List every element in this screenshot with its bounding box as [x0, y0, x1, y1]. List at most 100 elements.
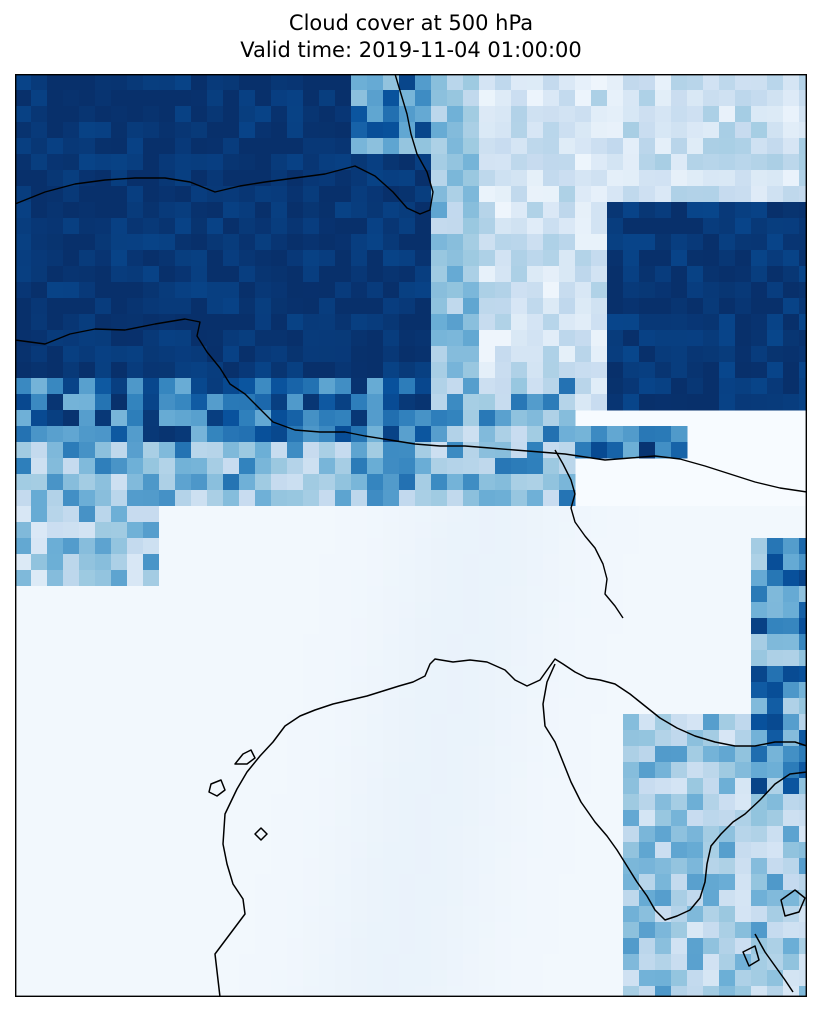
cloud-cell: [255, 282, 272, 299]
cloud-cell: [767, 618, 784, 635]
cloud-cell: [111, 682, 128, 699]
cloud-cell: [303, 746, 320, 763]
cloud-cell: [591, 266, 608, 283]
cloud-cell: [463, 186, 480, 203]
cloud-cell: [175, 602, 192, 619]
cloud-cell: [591, 426, 608, 443]
cloud-cell: [255, 938, 272, 955]
cloud-cell: [15, 842, 32, 859]
cloud-cell: [351, 954, 368, 971]
cloud-cell: [543, 906, 560, 923]
cloud-cell: [335, 106, 352, 123]
cloud-cell: [95, 554, 112, 571]
cloud-cell: [255, 858, 272, 875]
cloud-cell: [271, 362, 288, 379]
cloud-cell: [319, 906, 336, 923]
cloud-cell: [127, 650, 144, 667]
cloud-cell: [159, 474, 176, 491]
cloud-cell: [735, 106, 752, 123]
cloud-cell: [47, 250, 64, 267]
cloud-cell: [559, 602, 576, 619]
cloud-cell: [639, 506, 656, 523]
cloud-cell: [143, 266, 160, 283]
cloud-cell: [191, 778, 208, 795]
cloud-cell: [255, 186, 272, 203]
cloud-cell: [383, 650, 400, 667]
cloud-cell: [639, 570, 656, 587]
cloud-cell: [271, 586, 288, 603]
cloud-cell: [319, 826, 336, 843]
cloud-cell: [207, 730, 224, 747]
cloud-cell: [559, 618, 576, 635]
cloud-cell: [175, 426, 192, 443]
cloud-cell: [415, 186, 432, 203]
cloud-cell: [255, 410, 272, 427]
cloud-cell: [111, 922, 128, 939]
cloud-cell: [207, 266, 224, 283]
cloud-cell: [799, 730, 807, 747]
cloud-cell: [607, 170, 624, 187]
cloud-cell: [623, 986, 640, 997]
cloud-cell: [79, 218, 96, 235]
cloud-cell: [639, 378, 656, 395]
cloud-cell: [399, 602, 416, 619]
cloud-cell: [559, 234, 576, 251]
cloud-cell: [143, 426, 160, 443]
cloud-cell: [671, 346, 688, 363]
cloud-cell: [511, 410, 528, 427]
cloud-cell: [671, 266, 688, 283]
cloud-cell: [383, 778, 400, 795]
cloud-cell: [543, 922, 560, 939]
cloud-cell: [783, 794, 800, 811]
cloud-cell: [479, 986, 496, 997]
cloud-cell: [351, 826, 368, 843]
cloud-cell: [175, 570, 192, 587]
cloud-cell: [223, 938, 240, 955]
cloud-cell: [111, 986, 128, 997]
cloud-cell: [543, 522, 560, 539]
cloud-cell: [367, 922, 384, 939]
cloud-cell: [543, 410, 560, 427]
cloud-cell: [687, 970, 704, 987]
cloud-cell: [527, 122, 544, 139]
cloud-cell: [655, 762, 672, 779]
cloud-cell: [511, 474, 528, 491]
cloud-cell: [207, 554, 224, 571]
cloud-cell: [95, 906, 112, 923]
cloud-cell: [383, 554, 400, 571]
cloud-cell: [15, 378, 32, 395]
cloud-cell: [31, 938, 48, 955]
cloud-cell: [735, 698, 752, 715]
cloud-cell: [399, 842, 416, 859]
cloud-cell: [415, 394, 432, 411]
cloud-cell: [415, 314, 432, 331]
cloud-cell: [719, 762, 736, 779]
cloud-cell: [191, 122, 208, 139]
cloud-cell: [719, 330, 736, 347]
cloud-cell: [655, 346, 672, 363]
cloud-cell: [575, 554, 592, 571]
cloud-cell: [63, 218, 80, 235]
cloud-cell: [351, 362, 368, 379]
cloud-cell: [511, 218, 528, 235]
cloud-cell: [255, 394, 272, 411]
cloud-cell: [303, 650, 320, 667]
cloud-cell: [383, 506, 400, 523]
cloud-cell: [735, 138, 752, 155]
cloud-cell: [303, 442, 320, 459]
cloud-cell: [495, 554, 512, 571]
cloud-cell: [175, 106, 192, 123]
cloud-cell: [287, 490, 304, 507]
cloud-cell: [319, 218, 336, 235]
cloud-cell: [431, 570, 448, 587]
cloud-cell: [719, 362, 736, 379]
cloud-cell: [63, 186, 80, 203]
cloud-cell: [623, 154, 640, 171]
cloud-cell: [623, 954, 640, 971]
cloud-cell: [543, 474, 560, 491]
cloud-cell: [191, 634, 208, 651]
cloud-cell: [559, 570, 576, 587]
cloud-cell: [335, 954, 352, 971]
cloud-cell: [415, 442, 432, 459]
cloud-cell: [415, 138, 432, 155]
